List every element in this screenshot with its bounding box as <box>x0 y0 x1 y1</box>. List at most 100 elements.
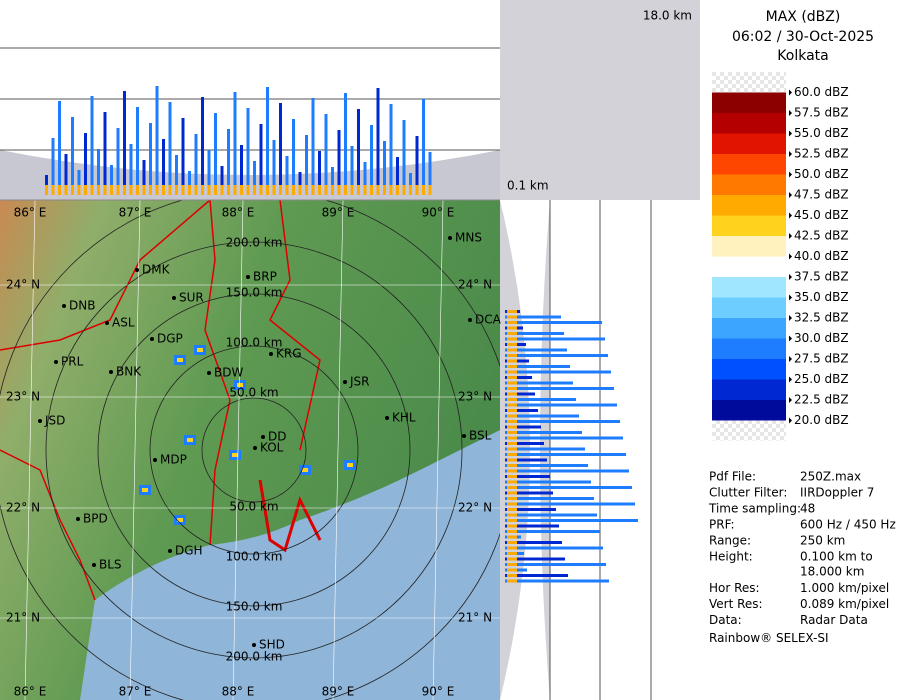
legend-tick <box>789 335 792 342</box>
top-echo <box>51 185 55 195</box>
side-echo <box>505 436 623 440</box>
legend-swatch <box>712 92 786 113</box>
echo <box>347 463 353 467</box>
top-echo <box>233 185 237 195</box>
lat-label: 23° N <box>458 390 492 404</box>
legend-label: 50.0 dBZ <box>794 167 849 181</box>
legend-swatch <box>712 113 786 134</box>
border <box>0 200 211 351</box>
city-label: DGH <box>175 544 203 558</box>
city-dot <box>343 380 347 384</box>
echo <box>197 348 203 352</box>
legend-label: 45.0 dBZ <box>794 208 849 222</box>
top-echo <box>363 185 367 195</box>
side-echo <box>505 480 591 484</box>
range-label: 150.0 km <box>226 286 283 300</box>
city-dot <box>92 563 96 567</box>
lat-label: 24° N <box>6 278 40 292</box>
top-echo <box>201 97 204 195</box>
top-echo <box>428 152 432 195</box>
side-echo <box>505 354 608 357</box>
top-echo <box>272 185 276 195</box>
side-echo <box>507 431 517 434</box>
top-echo <box>402 120 406 195</box>
top-echo <box>194 185 198 195</box>
legend-swatch <box>712 72 786 93</box>
legend-label: 40.0 dBZ <box>794 249 849 263</box>
info-label: Clutter Filter: <box>709 486 787 500</box>
legend-bottom <box>712 420 786 441</box>
side-echo <box>507 343 517 346</box>
side-echo <box>505 392 535 396</box>
top-echo <box>259 124 263 195</box>
city-label: JSR <box>349 375 370 389</box>
info-value: 18.000 km <box>800 565 864 579</box>
top-echo <box>409 173 412 195</box>
top-echo <box>45 185 48 195</box>
top-echo <box>370 185 373 195</box>
city-label: PRL <box>61 355 84 369</box>
legend-tick <box>789 274 792 280</box>
top-echo <box>142 185 146 195</box>
top-echo <box>292 119 295 195</box>
legend-tick <box>789 89 792 96</box>
top-echo <box>103 112 107 195</box>
city-dot <box>38 419 42 423</box>
top-echo <box>58 101 61 195</box>
top-echo <box>396 157 399 195</box>
top-echo <box>246 185 250 195</box>
side-echo <box>505 409 538 412</box>
top-echo <box>233 92 237 195</box>
top-echo <box>311 98 315 195</box>
echo <box>177 358 183 362</box>
side-echo <box>505 442 544 445</box>
side-echo <box>507 524 517 528</box>
lon-label: 87° E <box>119 685 152 699</box>
echo <box>302 468 308 472</box>
side-echo <box>507 403 517 407</box>
side-echo <box>505 513 597 517</box>
city-dot <box>462 434 466 438</box>
top-echo <box>84 133 87 195</box>
city-dot <box>385 416 389 420</box>
top-echo <box>116 185 120 195</box>
side-echo <box>505 541 562 544</box>
city-dot <box>54 360 58 364</box>
top-echo <box>383 185 386 195</box>
top-echo <box>220 185 224 195</box>
city-label: DCA <box>475 313 502 327</box>
range-label: 50.0 km <box>229 500 278 514</box>
top-echo <box>389 185 393 195</box>
legend-tick <box>789 212 792 219</box>
side-echo <box>505 453 626 456</box>
top-echo <box>324 114 328 195</box>
legend-swatch <box>712 379 786 400</box>
side-echo <box>507 535 517 539</box>
top-echo <box>116 128 120 195</box>
info-value: 1.000 km/pixel <box>800 581 889 595</box>
top-echo <box>162 139 165 195</box>
top-echo <box>84 185 87 195</box>
side-echo <box>505 546 603 550</box>
meridian <box>232 200 244 700</box>
side-echo <box>505 376 532 379</box>
legend-label: 42.5 dBZ <box>794 229 849 243</box>
border <box>269 200 321 451</box>
side-echo <box>505 381 573 385</box>
top-echo <box>97 149 100 195</box>
top-echo <box>331 167 334 195</box>
range-ring <box>97 293 411 607</box>
height-label: 18.0 km <box>643 9 692 23</box>
legend-tick <box>789 397 792 403</box>
legend-label: 52.5 dBZ <box>794 147 849 161</box>
side-echo <box>505 574 568 577</box>
side-echo <box>505 337 605 341</box>
city-dot <box>207 371 211 375</box>
top-echo <box>298 172 302 195</box>
info-value: 48 <box>800 502 815 516</box>
top-echo <box>110 185 113 195</box>
city-label: KOL <box>260 441 284 455</box>
meridian <box>24 200 36 700</box>
legend-tick <box>789 417 792 424</box>
legend-label: 30.0 dBZ <box>794 331 849 345</box>
